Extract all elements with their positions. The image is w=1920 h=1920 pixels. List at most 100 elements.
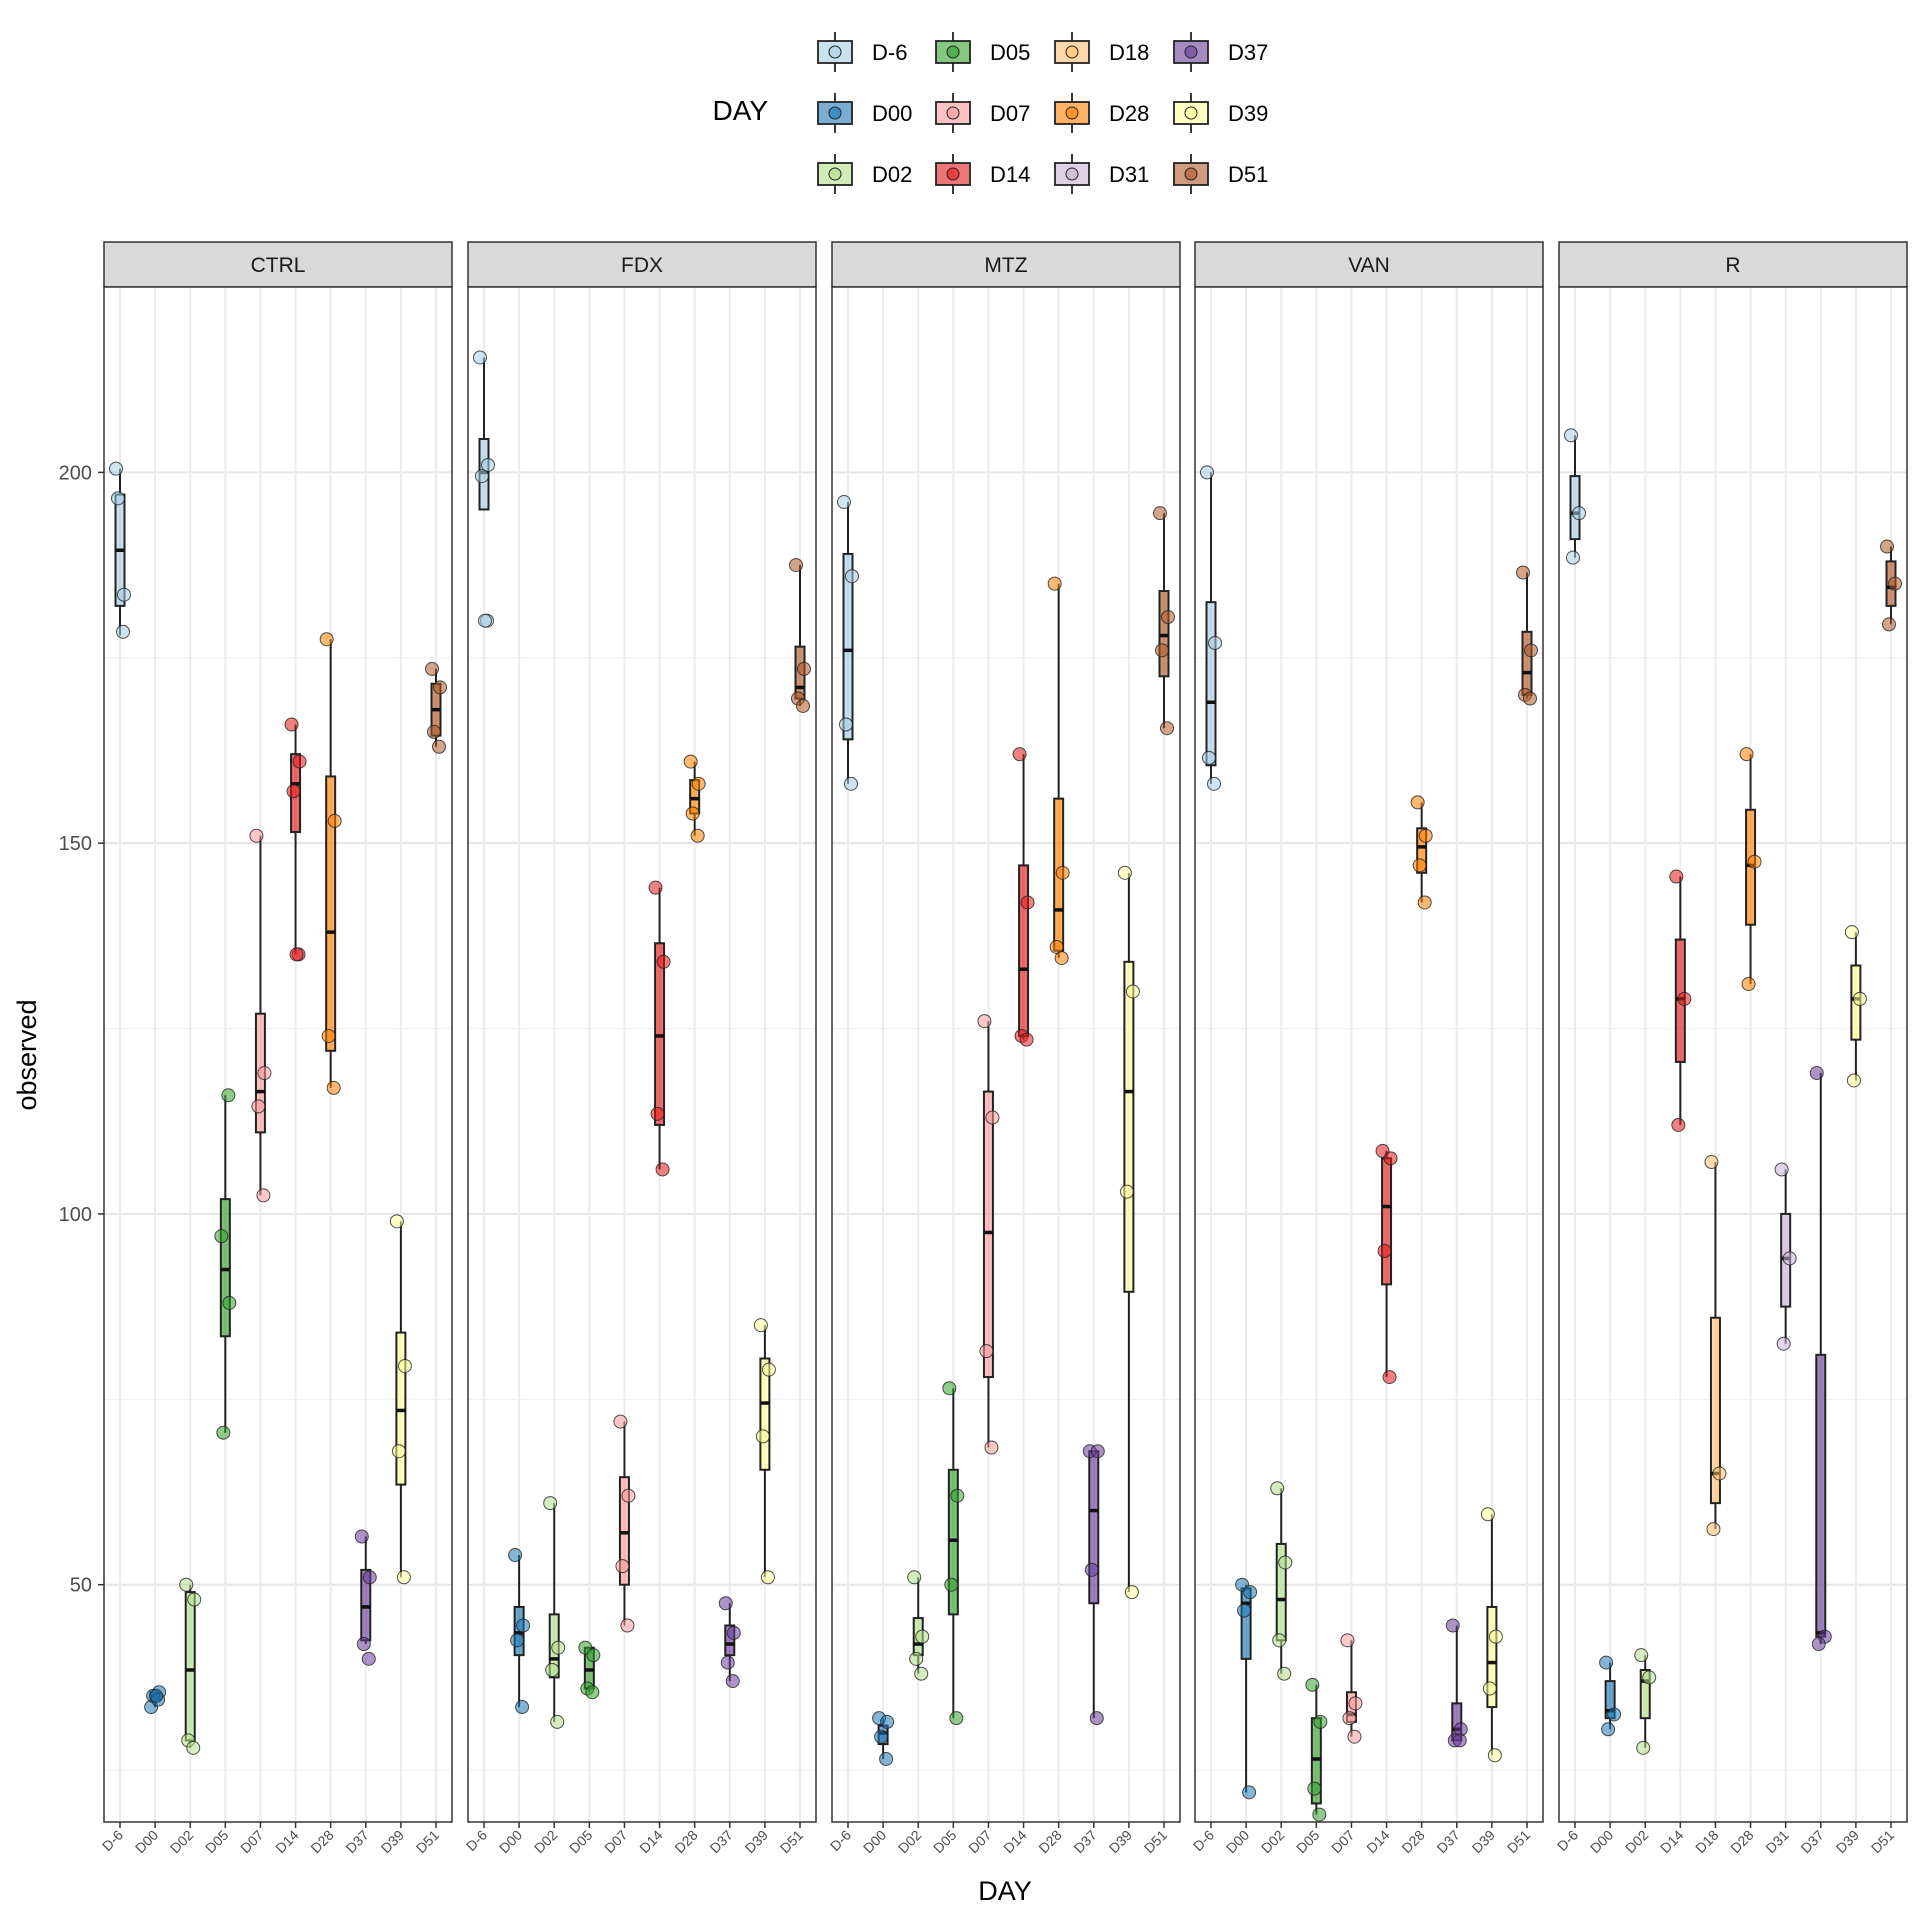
data-point — [1207, 776, 1221, 791]
legend-key-point — [1184, 167, 1198, 181]
data-point — [478, 613, 492, 628]
panel-strip — [1194, 241, 1544, 288]
data-point — [942, 1381, 957, 1396]
x-tick-label: D18 — [1692, 1827, 1722, 1857]
data-point — [1418, 828, 1433, 843]
panel-fdx: FDX D-6 D00 D02 D05 D07 D14 D28 D37 D39 D51 — [463, 241, 817, 1857]
box-body — [842, 552, 854, 741]
x-tick-label: D02 — [531, 1827, 561, 1857]
data-point — [621, 1488, 636, 1503]
data-point — [354, 1529, 369, 1544]
data-point — [648, 880, 663, 895]
legend-label: D37 — [1228, 40, 1268, 65]
x-tick-label: D-6 — [1190, 1827, 1217, 1854]
panel-van: VAN D-6 D00 D02 D05 D07 D14 D28 D37 D39 D51 — [1190, 241, 1544, 1857]
panel-strip-label: VAN — [1348, 254, 1390, 277]
box-body — [1639, 1668, 1651, 1720]
data-point — [362, 1570, 377, 1585]
data-point — [1277, 1666, 1292, 1681]
box-body — [1381, 1157, 1393, 1286]
data-point — [396, 1570, 411, 1585]
data-point — [1677, 991, 1692, 1006]
data-point — [545, 1662, 560, 1677]
data-point — [1342, 1711, 1357, 1726]
legend-label: D07 — [990, 101, 1030, 126]
data-point — [984, 1440, 999, 1455]
data-point — [1313, 1714, 1328, 1729]
data-point — [1272, 1633, 1287, 1648]
data-point — [249, 828, 264, 843]
box-d28 — [1739, 747, 1762, 992]
data-point — [111, 491, 125, 506]
data-point — [286, 784, 301, 799]
data-point — [432, 739, 446, 754]
data-point — [755, 1429, 770, 1444]
data-point — [1305, 1677, 1320, 1692]
data-point — [1202, 750, 1216, 765]
data-point — [397, 1358, 412, 1373]
data-point — [516, 1618, 531, 1633]
data-point — [944, 1577, 959, 1592]
data-point — [718, 1596, 733, 1611]
data-point — [508, 1548, 523, 1563]
data-point — [179, 1577, 194, 1592]
data-point — [1445, 1618, 1460, 1633]
data-point — [615, 1559, 630, 1574]
data-point — [109, 461, 123, 476]
data-point — [1671, 1117, 1686, 1132]
panel-strip-label: CTRL — [251, 254, 306, 277]
data-point — [391, 1444, 406, 1459]
panel-background — [1559, 287, 1907, 1822]
box-d37 — [1445, 1618, 1468, 1748]
data-point — [1636, 1740, 1651, 1755]
box-body — [1018, 864, 1030, 1037]
data-point — [1055, 865, 1070, 880]
legend-entry: D39 — [1173, 93, 1268, 133]
data-point — [222, 1295, 237, 1310]
box-d18 — [1704, 1155, 1727, 1537]
data-point — [551, 1640, 566, 1655]
legend-label: D00 — [872, 101, 912, 126]
box-d07 — [613, 1414, 636, 1633]
x-tick-label: D07 — [237, 1827, 267, 1857]
box-d31 — [1774, 1162, 1797, 1351]
data-point — [473, 350, 487, 365]
box-d00 — [1599, 1655, 1622, 1737]
x-tick-label: D00 — [860, 1827, 890, 1857]
panel-background — [832, 287, 1180, 1822]
box-body — [325, 775, 337, 1052]
x-tick-label: D14 — [1657, 1827, 1687, 1857]
box-d05 — [578, 1640, 601, 1700]
legend-entry: D37 — [1173, 32, 1268, 72]
box-d-6 — [473, 350, 495, 628]
data-point — [1161, 609, 1175, 624]
data-point — [117, 587, 131, 602]
box-d51 — [789, 558, 811, 713]
x-tick-label: D51 — [1504, 1827, 1534, 1857]
legend-entry: D51 — [1173, 154, 1268, 194]
data-point — [550, 1714, 565, 1729]
data-point — [685, 806, 700, 821]
data-point — [1383, 1151, 1398, 1166]
data-point — [720, 1655, 735, 1670]
data-point — [1642, 1670, 1657, 1685]
x-tick-label: D39 — [378, 1827, 408, 1857]
legend-entry: D28 — [1054, 93, 1149, 133]
data-point — [1347, 1729, 1362, 1744]
y-tick-label: 100 — [59, 1204, 92, 1226]
legend-label: D51 — [1228, 162, 1268, 187]
data-point — [1607, 1707, 1622, 1722]
data-point — [1774, 1162, 1789, 1177]
box-d28 — [1047, 576, 1070, 966]
data-point — [116, 624, 130, 639]
data-point — [1090, 1444, 1105, 1459]
x-tick-label: D39 — [1469, 1827, 1499, 1857]
data-point — [1712, 1466, 1727, 1481]
box-body — [1158, 590, 1170, 678]
x-tick-label: D07 — [1328, 1827, 1358, 1857]
panel-background — [468, 287, 816, 1822]
data-point — [292, 754, 307, 769]
data-point — [284, 717, 299, 732]
x-tick-label: D14 — [272, 1827, 302, 1857]
box-body — [947, 1468, 959, 1616]
